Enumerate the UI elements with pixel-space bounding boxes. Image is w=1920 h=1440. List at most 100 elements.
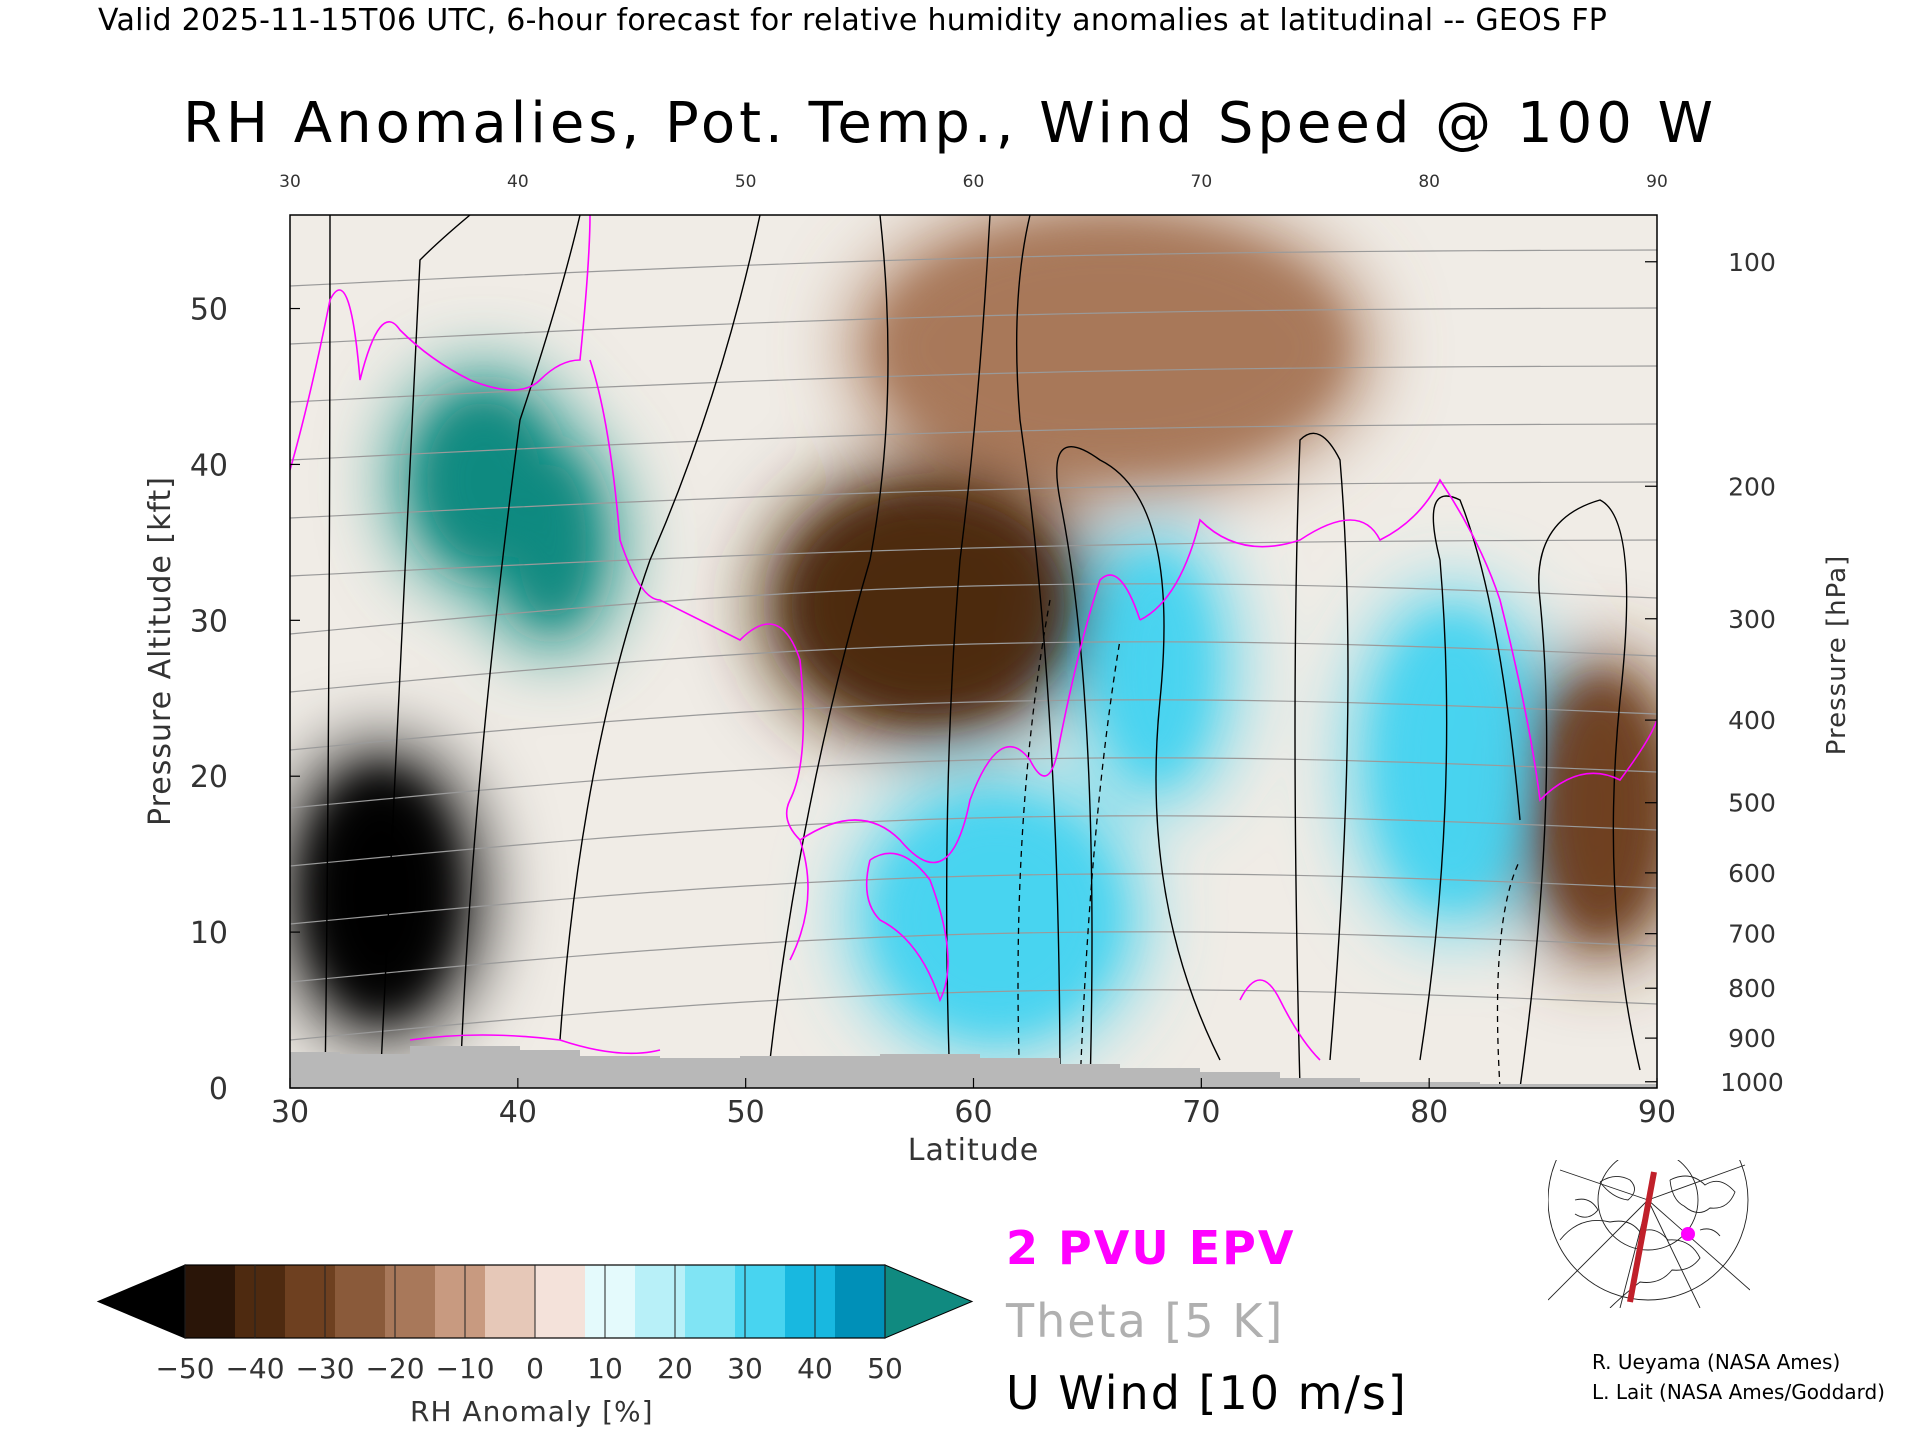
x-top-tick-label-70: 70 xyxy=(1191,172,1213,192)
y-tick-label-0: 0 xyxy=(209,1072,228,1107)
x-tick-label-40: 40 xyxy=(499,1095,537,1130)
colorbar-tick-label-5: 0 xyxy=(526,1352,544,1385)
x-top-tick-label-80: 80 xyxy=(1418,172,1440,192)
anomaly-core-2 xyxy=(517,464,587,621)
colorbar-tick-label-8: 30 xyxy=(727,1352,763,1385)
epv-contour-4 xyxy=(865,852,949,1003)
theta-contour-370 xyxy=(290,539,1657,577)
anomaly-core-6 xyxy=(1383,620,1521,901)
colorbar-tick-label-6: 10 xyxy=(587,1352,623,1385)
theta-contour-310 xyxy=(290,873,1657,925)
cross-section-line xyxy=(1627,1171,1657,1303)
u-wind-contour-3 xyxy=(559,215,761,1041)
x-tick-label-50: 50 xyxy=(727,1095,765,1130)
u-wind-contour-1 xyxy=(379,215,471,1088)
credit-line-1: R. Ueyama (NASA Ames) xyxy=(1592,1350,1841,1374)
u-wind-contour-5 xyxy=(945,215,991,1088)
y-axis-label: Pressure Altitude [kft] xyxy=(143,476,178,826)
u-wind-negative-contour-1 xyxy=(1079,639,1121,1088)
colorbar-swatch-2 xyxy=(285,1265,336,1338)
u-wind-contour-9 xyxy=(1419,495,1521,1061)
legend-theta: Theta [5 K] xyxy=(1006,1294,1285,1348)
colorbar-swatch-7 xyxy=(535,1265,586,1338)
colorbar-tick-label-3: −20 xyxy=(365,1352,424,1385)
colorbar-swatch-6 xyxy=(485,1265,536,1338)
x-tick-label-30: 30 xyxy=(271,1095,309,1130)
forecast-header: Valid 2025-11-15T06 UTC, 6-hour forecast… xyxy=(98,3,1608,38)
credit-line-2: L. Lait (NASA Ames/Goddard) xyxy=(1592,1380,1885,1404)
colorbar-tick-label-0: −50 xyxy=(155,1352,214,1385)
epv-contour-2 xyxy=(799,574,1141,864)
y-tick-label-40: 40 xyxy=(190,448,228,483)
epv-contour xyxy=(290,215,1657,1061)
theta-contour-400 xyxy=(290,365,1657,403)
theta-contour-320 xyxy=(290,815,1657,867)
u-wind-negative-contour-0 xyxy=(1017,599,1051,1088)
anomaly-core-8 xyxy=(1543,682,1657,933)
u-wind-contour-8 xyxy=(1294,432,1349,1088)
colorbar-swatch-9 xyxy=(635,1265,686,1338)
legend-wind: U Wind [10 m/s] xyxy=(1006,1366,1408,1420)
pressure-tick-label-300: 300 xyxy=(1728,605,1776,634)
pressure-tick-label-900: 900 xyxy=(1728,1024,1776,1053)
pressure-tick-label-500: 500 xyxy=(1728,789,1776,818)
x-top-tick-label-50: 50 xyxy=(735,172,757,192)
theta-contour-360 xyxy=(290,583,1657,635)
u-wind-contour-6 xyxy=(1015,215,1061,1088)
locator-map xyxy=(1548,1160,1750,1308)
colorbar-swatch-13 xyxy=(835,1265,886,1338)
theta-contour-380 xyxy=(290,481,1657,519)
epv-contour-5 xyxy=(1239,979,1321,1061)
theta-contour-350 xyxy=(290,641,1657,693)
colorbar-tick-label-4: −10 xyxy=(435,1352,494,1385)
theta-contour-420 xyxy=(290,249,1657,287)
colorbar-swatch-3 xyxy=(335,1265,386,1338)
x-top-tick-label-60: 60 xyxy=(963,172,985,192)
theta-contour-300 xyxy=(290,931,1657,983)
terrain-mask xyxy=(290,1046,1657,1088)
axes: 3030404050506060707080809090010203040501… xyxy=(143,172,1852,1168)
pressure-tick-label-1000: 1000 xyxy=(1720,1068,1784,1097)
epv-contour-3 xyxy=(1139,478,1657,802)
u-wind-contours xyxy=(324,215,1641,1088)
colorbar-swatch-0 xyxy=(185,1265,236,1338)
y-tick-label-20: 20 xyxy=(190,760,228,795)
colorbar-swatch-11 xyxy=(735,1265,786,1338)
x-top-tick-label-30: 30 xyxy=(279,172,301,192)
u-wind-contour-2 xyxy=(459,215,581,1088)
colorbar: −50 −40 −30 −20 −10 0 10 20 30 40 50 xyxy=(96,1264,974,1385)
x-top-tick-label-40: 40 xyxy=(507,172,529,192)
x-top-tick-label-90: 90 xyxy=(1646,172,1668,192)
pressure-tick-label-400: 400 xyxy=(1728,706,1776,735)
legend-epv: 2 PVU EPV xyxy=(1006,1221,1296,1275)
x-tick-label-90: 90 xyxy=(1638,1095,1676,1130)
colorbar-under-arrow xyxy=(96,1264,186,1339)
x-tick-label-80: 80 xyxy=(1410,1095,1448,1130)
u-wind-contour-0 xyxy=(324,215,331,1088)
rh-anomaly-detail xyxy=(312,230,1657,1026)
colorbar-over-arrow xyxy=(884,1264,974,1339)
pressure-tick-label-200: 200 xyxy=(1728,472,1776,501)
theta-contour-340 xyxy=(290,699,1657,751)
y-tick-label-30: 30 xyxy=(190,604,228,639)
chart-title: RH Anomalies, Pot. Temp., Wind Speed @ 1… xyxy=(182,91,1718,156)
colorbar-tick-label-10: 50 xyxy=(867,1352,903,1385)
u-wind-contour-10 xyxy=(1519,499,1641,1088)
x-tick-label-60: 60 xyxy=(954,1095,992,1130)
theta-contour-330 xyxy=(290,757,1657,809)
pressure-tick-label-700: 700 xyxy=(1728,920,1776,949)
colorbar-label: RH Anomaly [%] xyxy=(410,1395,654,1428)
epv-contour-6 xyxy=(409,1034,661,1055)
y-tick-label-50: 50 xyxy=(190,293,228,328)
plot-area xyxy=(290,215,1657,1088)
anomaly-core-0 xyxy=(312,776,450,1011)
anomaly-core-4 xyxy=(882,230,1339,465)
u-wind-negative-contour-2 xyxy=(1496,859,1521,1088)
u-wind-contour-7 xyxy=(1056,446,1221,1088)
colorbar-tick-label-1: −40 xyxy=(225,1352,284,1385)
anomaly-core-5 xyxy=(882,807,1111,1026)
colorbar-swatch-1 xyxy=(235,1265,286,1338)
epv-contour-0 xyxy=(290,215,591,471)
epv-contour-1 xyxy=(589,359,809,961)
